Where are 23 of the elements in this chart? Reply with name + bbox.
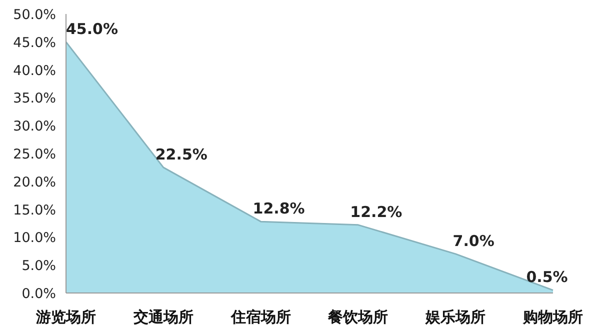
y-tick-label: 40.0% — [13, 62, 56, 79]
data-label: 45.0% — [66, 20, 118, 38]
x-tick-label: 娱乐场所 — [424, 308, 486, 326]
y-tick-label: 35.0% — [13, 90, 56, 107]
y-tick-label: 5.0% — [22, 258, 56, 274]
y-tick-label: 30.0% — [13, 118, 56, 135]
y-tick-label: 0.0% — [22, 286, 56, 302]
data-label: 22.5% — [155, 145, 208, 164]
data-label: 12.2% — [350, 202, 402, 221]
x-tick-label: 游览场所 — [35, 308, 96, 326]
y-tick-label: 45.0% — [13, 34, 56, 51]
y-tick-label: 20.0% — [13, 174, 56, 190]
y-tick-label: 10.0% — [13, 230, 56, 246]
y-tick-label: 25.0% — [13, 146, 56, 162]
y-tick-label: 15.0% — [13, 202, 56, 218]
data-label: 12.8% — [252, 200, 305, 218]
x-tick-label: 交通场所 — [132, 308, 194, 326]
data-label: 0.5% — [526, 268, 568, 286]
x-tick-label: 购物场所 — [522, 308, 583, 326]
x-tick-label: 住宿场所 — [230, 308, 291, 326]
y-tick-label: 50.0% — [13, 7, 56, 23]
x-tick-label: 餐饮场所 — [327, 308, 388, 326]
data-label: 7.0% — [452, 232, 494, 250]
